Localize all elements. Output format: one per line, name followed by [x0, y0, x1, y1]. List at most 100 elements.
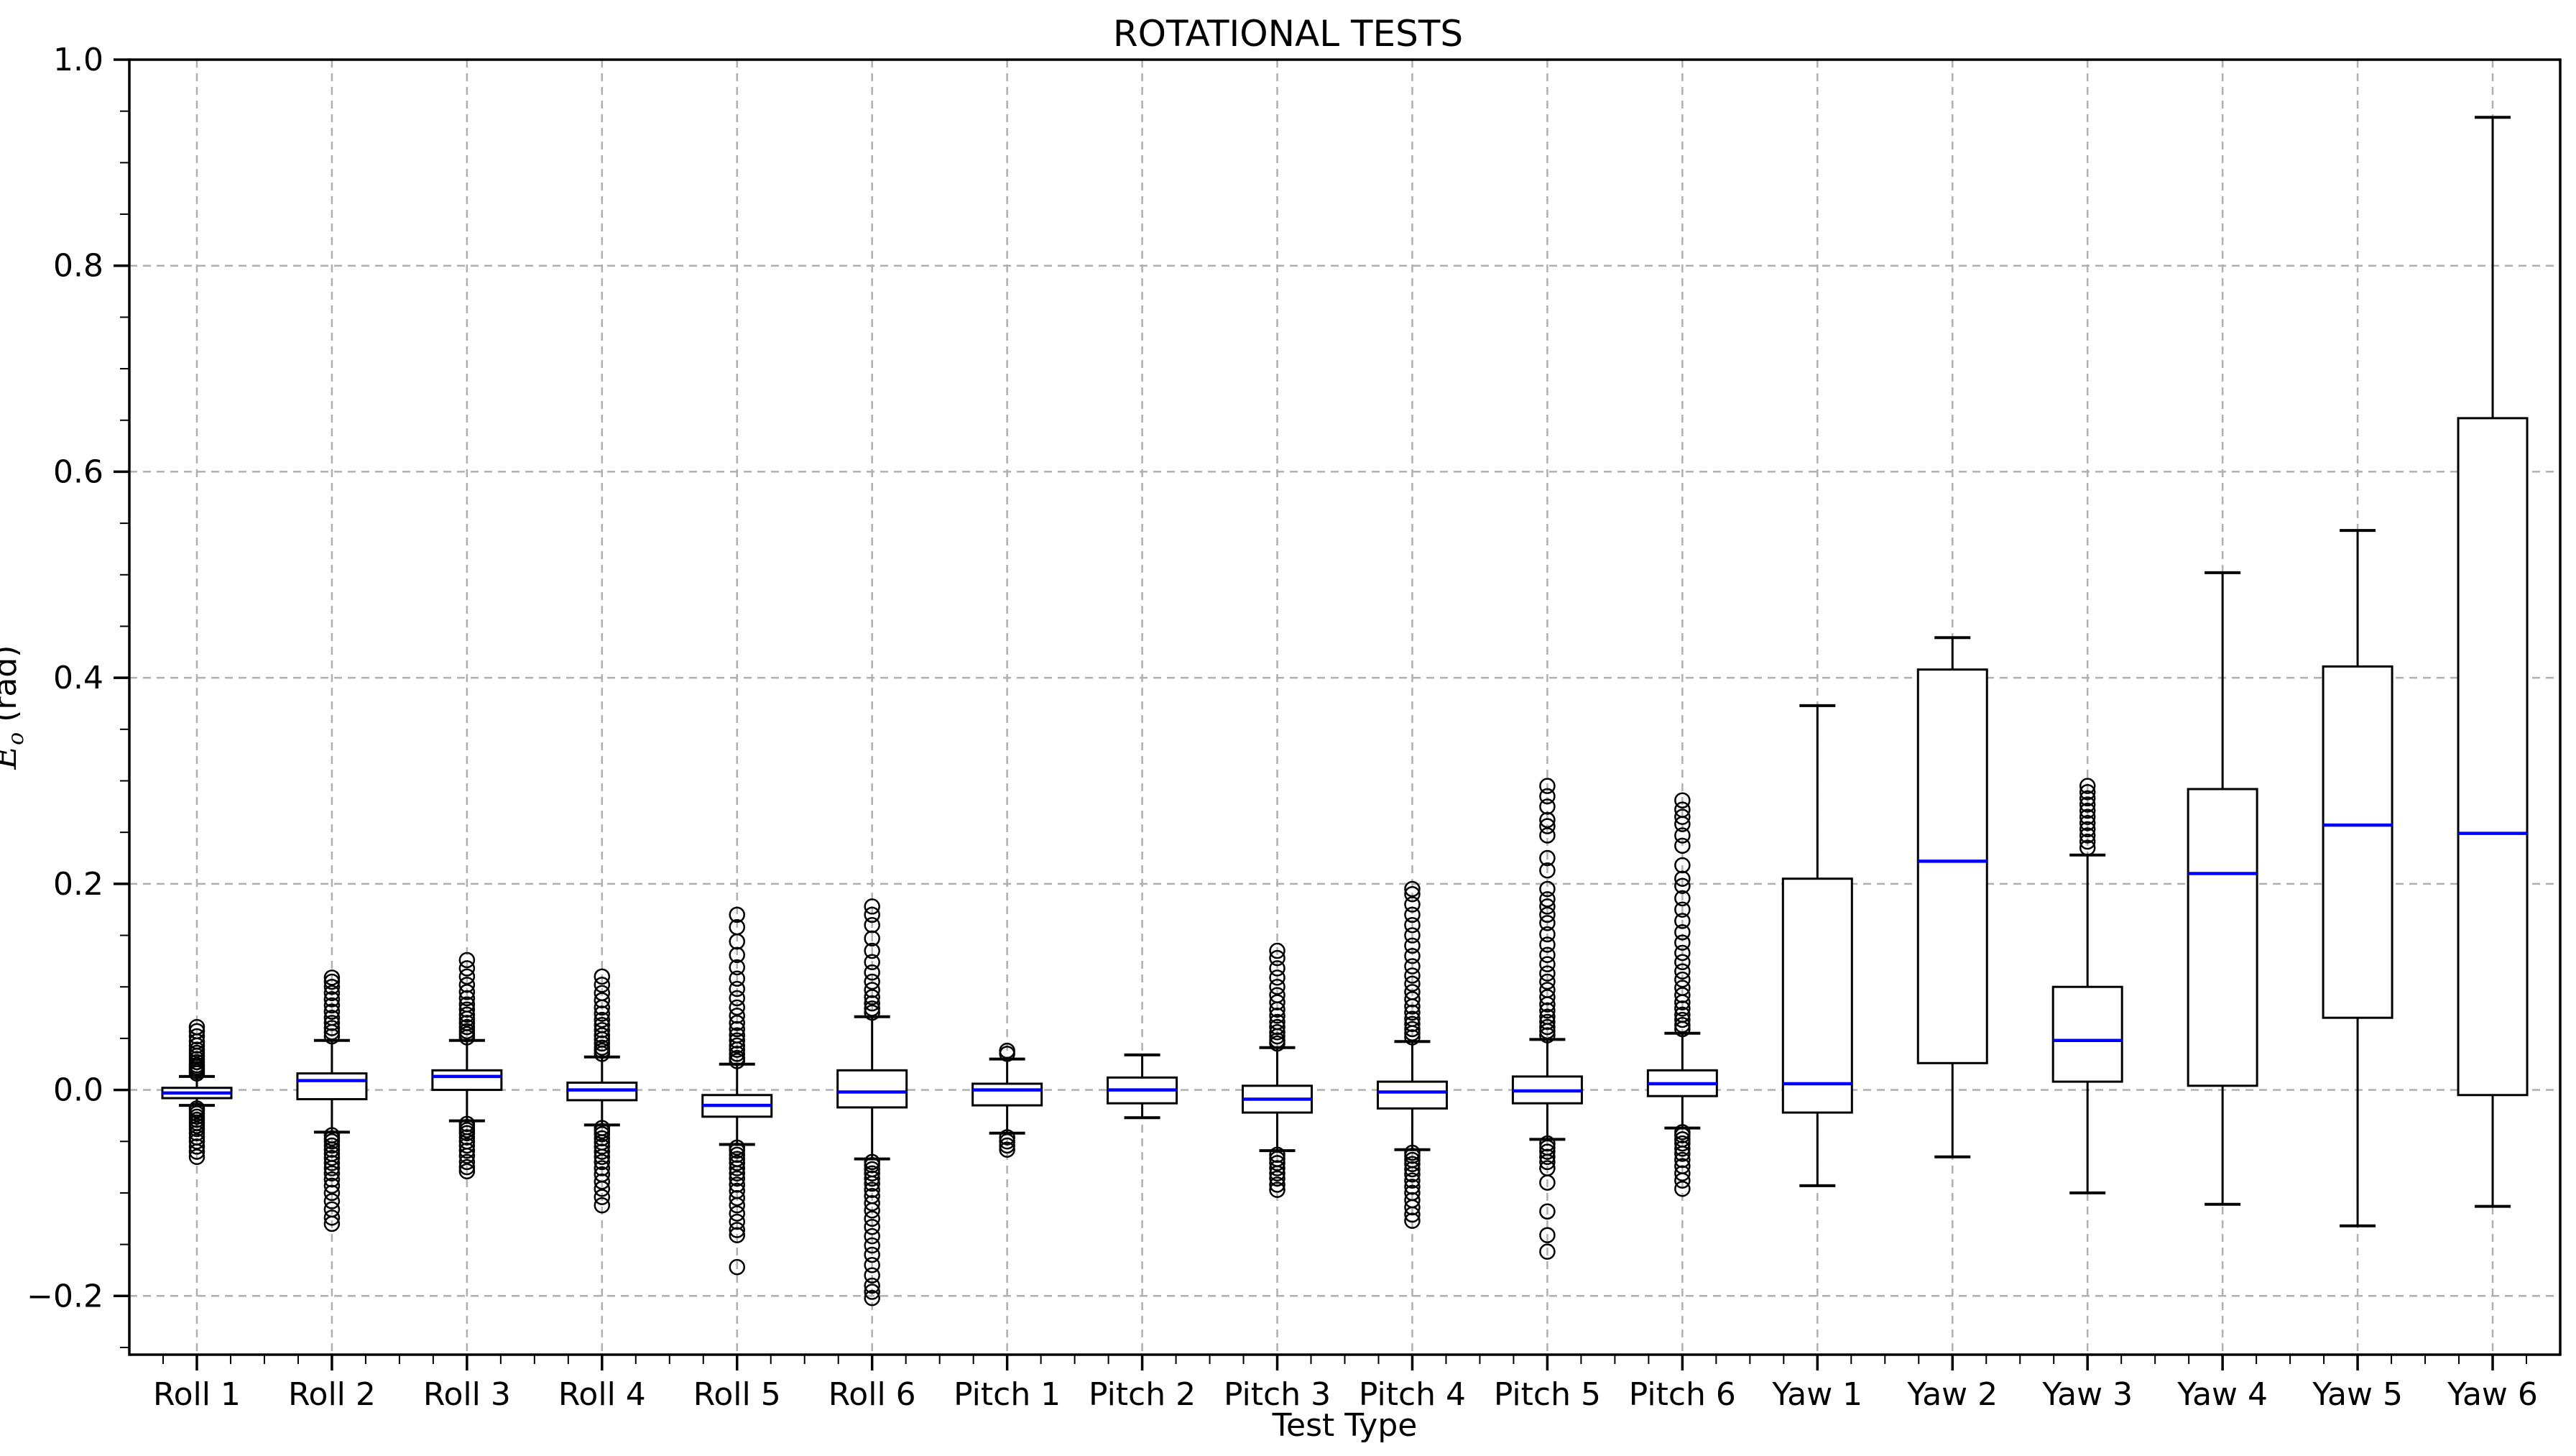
outlier-point [1674, 1127, 1691, 1143]
outlier-point [1539, 778, 1556, 794]
outlier-point [1674, 963, 1691, 980]
outlier-point [594, 1022, 611, 1038]
boxplot-pitch-2 [1107, 1053, 1178, 1120]
outlier-point [864, 930, 880, 947]
outlier-point [2079, 833, 2096, 850]
outlier-point [2079, 778, 2096, 794]
outlier-point [1674, 971, 1691, 988]
outlier-point [1404, 958, 1421, 974]
outliers [729, 906, 745, 1276]
outlier-point [1269, 1008, 1285, 1024]
outlier-point [1539, 1013, 1556, 1031]
outlier-point [323, 1184, 341, 1202]
outlier-point [458, 1018, 476, 1036]
outlier-point [1269, 1170, 1285, 1187]
outliers [2079, 778, 2096, 856]
boxplot-pitch-6 [1646, 792, 1718, 1197]
outlier-point [458, 1015, 476, 1031]
boxplot-yaw-1 [1781, 704, 1853, 1187]
outliers [323, 969, 341, 1232]
outlier-point [1539, 915, 1556, 931]
outlier-point [1404, 927, 1421, 944]
outlier-point [1539, 827, 1556, 844]
y-tick-label: 0.4 [53, 660, 103, 696]
outlier-point [1404, 1004, 1421, 1021]
outlier-point [188, 1028, 206, 1045]
outlier-point [1539, 1243, 1556, 1260]
outlier-point [864, 982, 880, 998]
outlier-point [1674, 954, 1691, 971]
outlier-point [864, 1284, 880, 1300]
outlier-point [1539, 788, 1556, 805]
x-tick-label: Yaw 2 [1906, 1376, 1998, 1413]
x-tick-label: Yaw 1 [1771, 1376, 1862, 1413]
x-axis-label: Test Type [1272, 1407, 1418, 1444]
outlier-point [729, 1046, 745, 1062]
outliers [1674, 792, 1691, 1197]
outlier-point [1404, 1148, 1421, 1164]
outlier-point [2079, 796, 2096, 813]
outlier-point [323, 1165, 341, 1181]
outlier-point [188, 1143, 206, 1160]
outlier-point [1269, 987, 1285, 1003]
outlier-point [458, 1006, 476, 1023]
outlier-point [458, 984, 476, 1000]
iqr-box [431, 1069, 503, 1092]
outlier-point [864, 1227, 880, 1245]
outlier-point [864, 942, 880, 959]
outlier-point [1674, 1006, 1691, 1023]
outlier-point [729, 906, 745, 923]
outlier-point [864, 1195, 880, 1212]
outlier-point [1539, 880, 1556, 898]
outlier-point [1269, 942, 1285, 959]
outlier-point [1674, 913, 1691, 929]
outliers [864, 898, 880, 1307]
outlier-point [323, 985, 341, 1002]
outlier-point [729, 1032, 745, 1049]
outlier-point [729, 946, 745, 964]
outlier-point [1539, 989, 1556, 1005]
outlier-point [999, 1137, 1015, 1154]
iqr-box [971, 1082, 1043, 1107]
outlier-point [864, 1004, 880, 1021]
outlier-point [188, 1041, 206, 1058]
outlier-point [864, 1202, 880, 1219]
outlier-point [1539, 1143, 1556, 1160]
y-axis-label-unit: (rad) [0, 645, 24, 722]
outlier-point [729, 1155, 745, 1171]
outlier-point [458, 968, 476, 985]
outlier-point [1404, 937, 1421, 954]
outlier-point [729, 1205, 745, 1222]
outlier-point [188, 1125, 206, 1142]
outlier-point [594, 1011, 611, 1028]
outlier-point [729, 1008, 745, 1024]
outlier-point [594, 1138, 611, 1155]
outliers [594, 968, 611, 1214]
outlier-point [2079, 802, 2096, 819]
outlier-point [1404, 1010, 1421, 1027]
outlier-point [1404, 1206, 1421, 1223]
outlier-point [594, 1143, 611, 1160]
outlier-point [323, 1177, 341, 1194]
outlier-point [1404, 1015, 1421, 1033]
outlier-point [864, 1156, 880, 1174]
outlier-point [1269, 1018, 1285, 1036]
outlier-point [729, 1213, 745, 1230]
outlier-point [323, 1003, 341, 1020]
outlier-point [323, 1171, 341, 1188]
outlier-point [729, 1165, 745, 1181]
outlier-point [1539, 1148, 1556, 1166]
boxplot-roll-1 [161, 1018, 233, 1166]
outlier-point [323, 1155, 341, 1171]
outlier-point [458, 952, 476, 969]
iqr-box [2051, 985, 2123, 1083]
outlier-point [458, 990, 476, 1007]
outliers [188, 1018, 206, 1166]
outlier-point [729, 1142, 745, 1159]
outlier-point [458, 960, 476, 977]
outlier-point [458, 1148, 476, 1164]
outlier-point [729, 1020, 745, 1038]
outlier-point [729, 1227, 745, 1243]
outlier-point [729, 970, 745, 987]
